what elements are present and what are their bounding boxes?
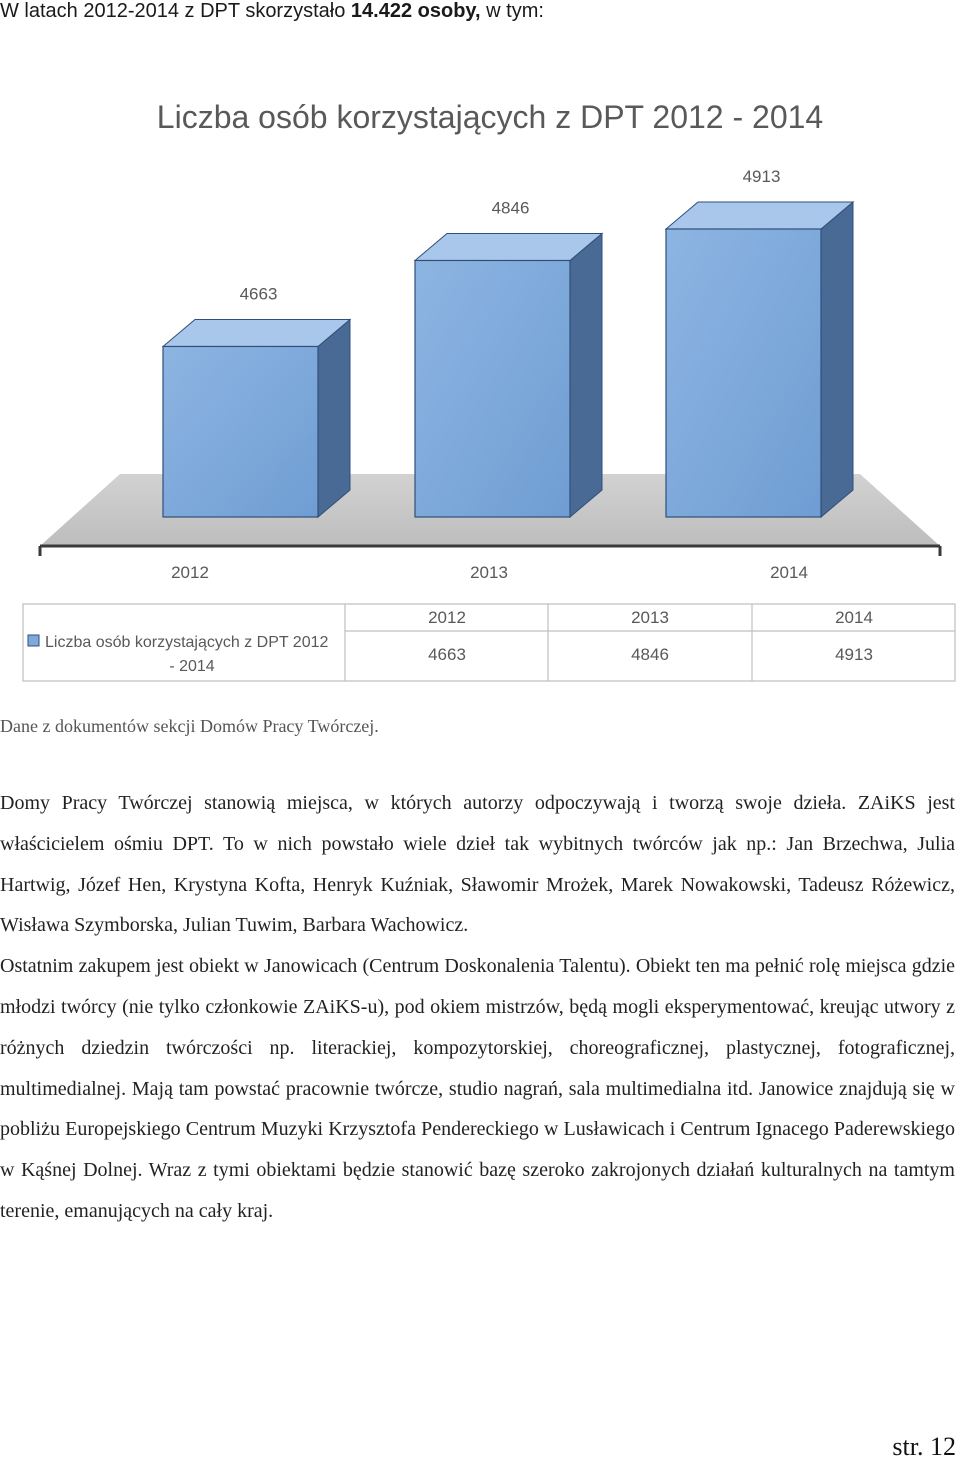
body-text: Domy Pracy Twórczej stanowią miejsca, w … <box>0 783 955 1232</box>
chart-svg: Liczba osób korzystających z DPT 2012 - … <box>22 99 956 682</box>
data-table-header: 2013 <box>631 608 669 627</box>
data-table-header: 2012 <box>428 608 466 627</box>
legend-label: Liczba osób korzystających z DPT 2012 <box>45 634 329 651</box>
intro-line: W latach 2012-2014 z DPT skorzystało 14.… <box>0 0 544 23</box>
data-label: 4913 <box>743 167 781 186</box>
source-note: Dane z dokumentów sekcji Domów Pracy Twó… <box>0 716 379 736</box>
data-label: 4663 <box>240 284 278 303</box>
bar-side-2014 <box>820 200 854 519</box>
category-label: 2013 <box>470 563 508 582</box>
bar-top-2012 <box>161 318 352 347</box>
bar-2013 <box>414 259 571 518</box>
paragraph-janowice: Ostatnim zakupem jest obiekt w Janowicac… <box>0 955 955 1222</box>
paragraph-dpt: Domy Pracy Twórczej stanowią miejsca, w … <box>0 792 955 937</box>
category-label: 2012 <box>171 563 209 582</box>
bar-top-2013 <box>413 232 604 261</box>
legend-label: - 2014 <box>169 658 214 675</box>
legend-swatch <box>27 634 40 647</box>
data-table-value: 4913 <box>835 645 873 664</box>
data-table-frame <box>22 603 956 682</box>
data-table-header: 2014 <box>835 608 873 627</box>
data-table-value: 4663 <box>428 645 466 664</box>
intro-suffix: w tym: <box>480 0 544 22</box>
intro-prefix: W latach 2012-2014 z DPT skorzystało <box>0 0 351 22</box>
bar-top-2014 <box>664 201 855 230</box>
intro-bold: 14.422 osoby, <box>350 0 481 22</box>
data-table-value: 4846 <box>631 645 669 664</box>
chart: Liczba osób korzystających z DPT 2012 - … <box>0 0 960 700</box>
plot-area: 4663 4846 4913 2012 2013 2014 <box>38 167 942 582</box>
category-label: 2014 <box>770 563 808 582</box>
data-label: 4846 <box>492 198 530 217</box>
bar-side-2013 <box>569 232 603 519</box>
page-number: str. 12 <box>892 1432 956 1461</box>
bar-side-2012 <box>317 318 351 519</box>
data-table: Liczba osób korzystających z DPT 2012 - 2… <box>22 603 956 682</box>
bar-2014 <box>665 228 822 518</box>
chart-title: Liczba osób korzystających z DPT 2012 - … <box>157 99 823 135</box>
bar-2012 <box>162 345 319 518</box>
